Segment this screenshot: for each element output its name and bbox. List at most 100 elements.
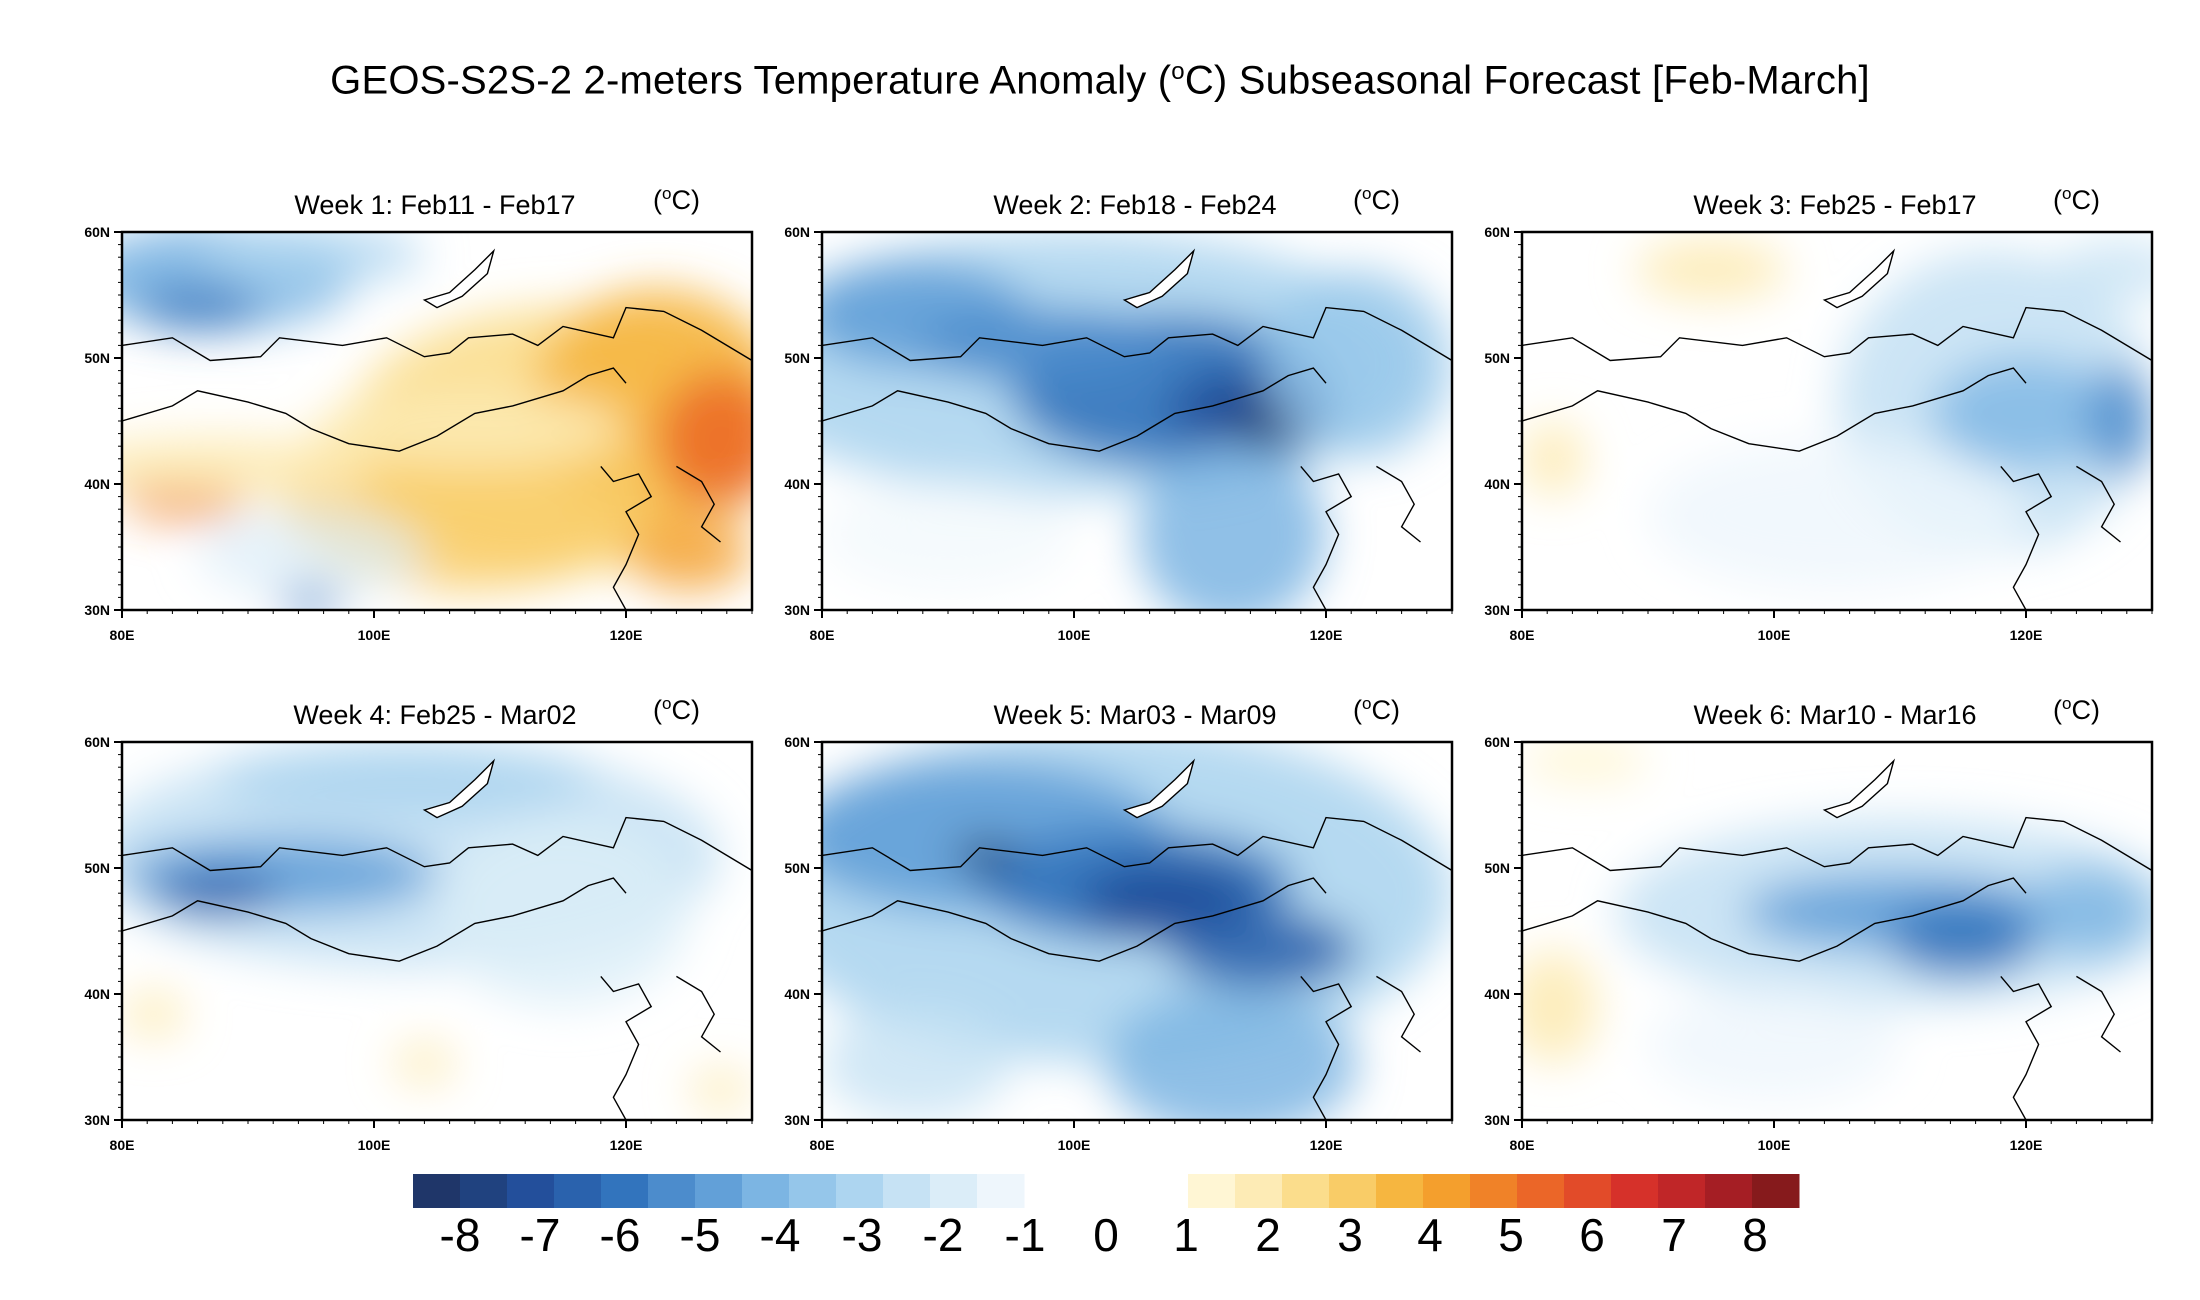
coastline-korea (2076, 465, 2121, 543)
unit-degree-sup: o (662, 694, 672, 713)
unit-close: C) (671, 185, 701, 215)
lat-label: 50N (84, 860, 110, 876)
anomaly-blob (1522, 421, 1585, 497)
lon-label: 80E (110, 1137, 135, 1153)
country-border (822, 877, 1327, 962)
lon-label: 80E (810, 627, 835, 643)
anomaly-blob (1931, 356, 2121, 471)
panel-unit-label: (oC) (2053, 184, 2100, 216)
lat-label: 60N (84, 224, 110, 240)
coastline-korea (1376, 975, 1421, 1053)
unit-close: C) (2071, 185, 2101, 215)
anomaly-blob (954, 840, 1018, 871)
lat-label: 60N (784, 734, 810, 750)
lat-label: 60N (1484, 734, 1510, 750)
coastline (1300, 465, 1353, 610)
lat-label: 40N (784, 476, 810, 492)
lat-label: 60N (784, 224, 810, 240)
colorbar-cell-warm (1705, 1174, 1753, 1208)
lat-label: 30N (784, 602, 810, 618)
anomaly-blob (2026, 866, 2152, 958)
country-border (1522, 367, 2027, 452)
country-border (822, 306, 1452, 362)
lon-label: 100E (358, 1137, 391, 1153)
lon-label: 120E (610, 1137, 643, 1153)
panel-title: Week 1: Feb11 - Feb17 (294, 190, 576, 220)
anomaly-blob (1648, 987, 1900, 1102)
lat-label: 30N (1484, 602, 1510, 618)
unit-open: ( (653, 185, 663, 215)
colorbar-cell-warm (1188, 1174, 1236, 1208)
country-border (1522, 877, 2027, 962)
unit-degree-sup: o (662, 184, 672, 203)
colorbar-cell-cold (648, 1174, 696, 1208)
colorbar-cell-cold (507, 1174, 555, 1208)
colorbar-label: 3 (1337, 1209, 1363, 1261)
colorbar-cell-warm (1423, 1174, 1471, 1208)
coastline-korea (1376, 465, 1421, 543)
anomaly-blob (311, 390, 626, 467)
colorbar-cell-cold (695, 1174, 743, 1208)
anomaly-blob (1522, 742, 1648, 784)
map-panel-week-4: 60N 50N 40N 30N 80E 100E 120E Week 4: Feb25 - M… (0, 694, 754, 1153)
unit-open: ( (1353, 695, 1363, 725)
anomaly-blob (1263, 269, 1452, 459)
colorbar-cell-cold (742, 1174, 790, 1208)
unit-degree-sup: o (1362, 184, 1372, 203)
anomaly-blob (216, 742, 595, 818)
lon-label: 80E (1510, 627, 1535, 643)
lat-label: 40N (1484, 986, 1510, 1002)
anomaly-blob (392, 1040, 456, 1086)
anomaly-blob (134, 284, 261, 331)
country-border (1522, 816, 2152, 872)
colorbar-label: -7 (519, 1209, 561, 1261)
title-prefix: GEOS-S2S-2 2-meters Temperature Anomaly … (330, 58, 1172, 103)
lake-baikal (422, 248, 496, 309)
colorbar-label: 7 (1661, 1209, 1687, 1261)
lon-label: 120E (1310, 627, 1343, 643)
panel-title: Week 6: Mar10 - Mar16 (1693, 700, 1977, 730)
colorbar-cell-cold (883, 1174, 931, 1208)
lake-baikal (422, 758, 496, 819)
anomaly-blob (1887, 900, 2039, 977)
coastline-korea (676, 975, 721, 1053)
coastline-korea (2076, 975, 2121, 1053)
anomaly-blob (279, 587, 343, 610)
colorbar-cell-warm (1282, 1174, 1330, 1208)
map-panel-week-5: 60N 50N 40N 30N 80E 100E 120E Week 5: Mar03 - M… (700, 694, 1454, 1153)
map-panel-week-1: 60N 50N 40N 30N 80E 100E 120E Week 1: Feb11 - F… (0, 184, 754, 643)
panel-unit-label: (oC) (1353, 694, 1400, 726)
anomaly-blob (2057, 239, 2152, 301)
unit-close: C) (2071, 695, 2101, 725)
coastline (2000, 465, 2053, 610)
anomaly-blob (1168, 912, 1358, 988)
coastline-korea (676, 465, 721, 543)
panel-unit-label: (oC) (2053, 694, 2100, 726)
lat-label: 50N (784, 860, 810, 876)
country-border (1522, 306, 2152, 362)
colorbar-cell-cold (789, 1174, 837, 1208)
colorbar-cell-cold (977, 1174, 1025, 1208)
colorbar-cell-warm (1235, 1174, 1283, 1208)
coastline (600, 465, 653, 610)
lon-label: 120E (2010, 1137, 2043, 1153)
lon-label: 100E (1758, 627, 1791, 643)
lat-label: 60N (1484, 224, 1510, 240)
colorbar-label: -3 (841, 1209, 883, 1261)
colorbar-label: -5 (679, 1209, 721, 1261)
colorbar-cell-warm (1517, 1174, 1565, 1208)
colorbar-cell-cold (413, 1174, 461, 1208)
panel-unit-label: (oC) (653, 184, 700, 216)
panel-title: Week 5: Mar03 - Mar09 (993, 700, 1277, 730)
anomaly-blob (657, 371, 752, 508)
lat-label: 30N (84, 1112, 110, 1128)
unit-degree-sup: o (2062, 184, 2072, 203)
anomaly-blob (197, 232, 425, 285)
lat-label: 30N (1484, 1112, 1510, 1128)
colorbar-label: -2 (922, 1209, 964, 1261)
colorbar-cell-cold (930, 1174, 978, 1208)
country-border (822, 367, 1327, 452)
anomaly-blob (822, 477, 1074, 592)
